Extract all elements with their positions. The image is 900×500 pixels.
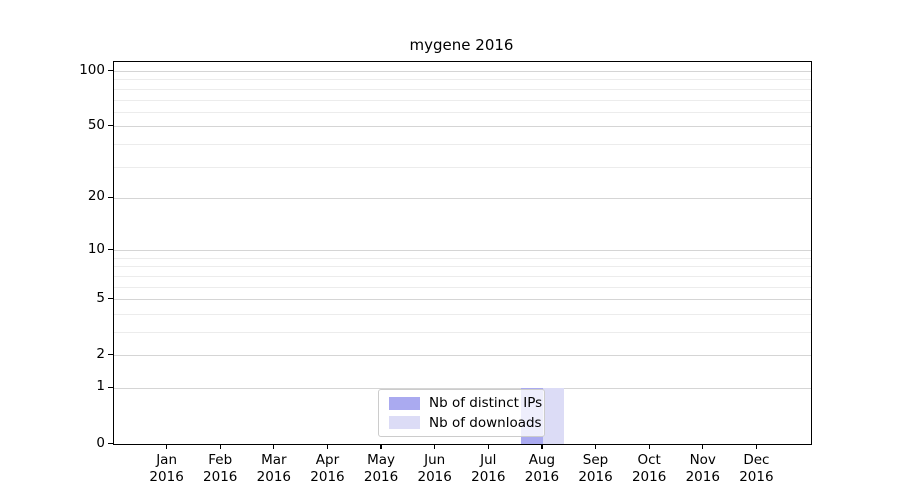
gridline-major [114, 355, 811, 357]
x-tick-label-year: 2016 [203, 468, 238, 485]
x-tick-label: Aug 2016 [512, 452, 572, 485]
x-tick-label-month: Jan [156, 452, 178, 468]
gridline-minor [114, 79, 811, 81]
y-tick-mark [108, 70, 113, 72]
x-tick-mark [755, 444, 757, 450]
x-tick-label-month: Nov [689, 452, 716, 468]
gridline-minor [114, 286, 811, 288]
x-tick-label: Sep 2016 [566, 452, 626, 485]
y-tick-label: 2 [96, 345, 105, 362]
gridline-minor [114, 275, 811, 277]
gridline-minor [114, 111, 811, 113]
gridline-major [114, 197, 811, 199]
x-tick-label-month: Aug [528, 452, 556, 468]
x-tick-mark [326, 444, 329, 450]
gridline-minor [114, 257, 811, 259]
x-tick-mark [594, 444, 597, 450]
y-tick-label: 0 [96, 434, 105, 451]
y-tick-mark [108, 196, 113, 199]
y-tick-label: 10 [87, 240, 105, 257]
gridline-minor [114, 166, 811, 168]
x-tick-label-month: Feb [208, 452, 233, 468]
gridline-minor [114, 88, 811, 90]
y-tick-mark [108, 125, 113, 127]
legend-label: Nb of downloads [429, 414, 542, 431]
chart-title: mygene 2016 [409, 36, 514, 54]
x-tick-mark [434, 444, 436, 450]
gridline-minor [114, 313, 811, 315]
y-tick-mark [108, 443, 113, 445]
x-tick-label-month: Apr [315, 452, 340, 468]
x-tick-label: Nov 2016 [673, 452, 733, 485]
x-tick-label-year: 2016 [685, 468, 720, 485]
x-tick-label: Oct 2016 [619, 452, 679, 485]
x-tick-label: Apr 2016 [297, 452, 357, 485]
x-tick-label: Jul 2016 [458, 452, 518, 485]
y-tick-label: 100 [79, 61, 105, 78]
x-tick-label-month: Oct [637, 452, 661, 468]
x-tick-label: Feb 2016 [190, 452, 250, 485]
x-tick-mark [487, 444, 489, 450]
gridline-minor [114, 331, 811, 333]
x-tick-label-year: 2016 [363, 468, 399, 485]
legend-item: Nb of downloads [379, 415, 544, 431]
x-tick-label: Jan 2016 [137, 452, 197, 485]
x-tick-mark [648, 444, 650, 450]
x-tick-mark [219, 444, 221, 450]
x-tick-label-year: 2016 [578, 468, 613, 485]
x-tick-label-year: 2016 [310, 468, 345, 485]
gridline-major [114, 387, 811, 389]
x-tick-mark [380, 444, 382, 450]
x-tick-label: Jun 2016 [405, 452, 465, 485]
bar-downloads [542, 387, 565, 444]
legend-swatch [389, 416, 420, 430]
gridline-major [114, 71, 811, 73]
x-tick-mark [541, 444, 543, 450]
x-tick-label-month: Jul [480, 452, 497, 468]
x-tick-label-month: Jun [424, 452, 446, 468]
gridline-minor [114, 99, 811, 101]
gridline-major [114, 299, 811, 301]
x-tick-label-month: May [367, 452, 396, 468]
gridline-major [114, 250, 811, 252]
gridline-minor [114, 143, 811, 145]
plot-area [113, 61, 812, 445]
legend-label: Nb of distinct IPs [429, 395, 543, 412]
x-tick-label-year: 2016 [631, 468, 667, 485]
y-tick-label: 20 [87, 188, 105, 205]
x-tick-label-month: Sep [582, 452, 609, 468]
y-tick-mark [108, 298, 113, 300]
x-tick-label-year: 2016 [417, 468, 452, 485]
y-tick-mark [108, 249, 113, 251]
gridline-minor [114, 266, 811, 268]
y-tick-mark [108, 354, 113, 356]
legend-item: Nb of distinct IPs [379, 395, 544, 411]
x-tick-label: Dec 2016 [726, 452, 786, 485]
y-tick-label: 1 [96, 378, 105, 395]
x-tick-mark [166, 444, 168, 450]
y-tick-mark [108, 386, 113, 389]
x-tick-label-year: 2016 [471, 468, 506, 485]
x-tick-label-year: 2016 [739, 468, 774, 485]
y-tick-label: 5 [96, 289, 105, 306]
x-tick-label-year: 2016 [256, 468, 292, 485]
gridline-major [114, 126, 811, 128]
x-tick-label-year: 2016 [524, 468, 560, 485]
x-tick-mark [702, 444, 704, 450]
x-tick-label-year: 2016 [149, 468, 184, 485]
y-tick-label: 50 [87, 116, 105, 133]
x-tick-label-month: Mar [261, 452, 287, 468]
x-tick-mark [273, 444, 275, 450]
x-tick-label: Mar 2016 [244, 452, 304, 485]
legend: Nb of distinct IPs Nb of downloads [378, 389, 545, 437]
legend-swatch [389, 396, 420, 410]
x-tick-label: May 2016 [351, 452, 411, 485]
x-tick-label-month: Dec [743, 452, 770, 468]
